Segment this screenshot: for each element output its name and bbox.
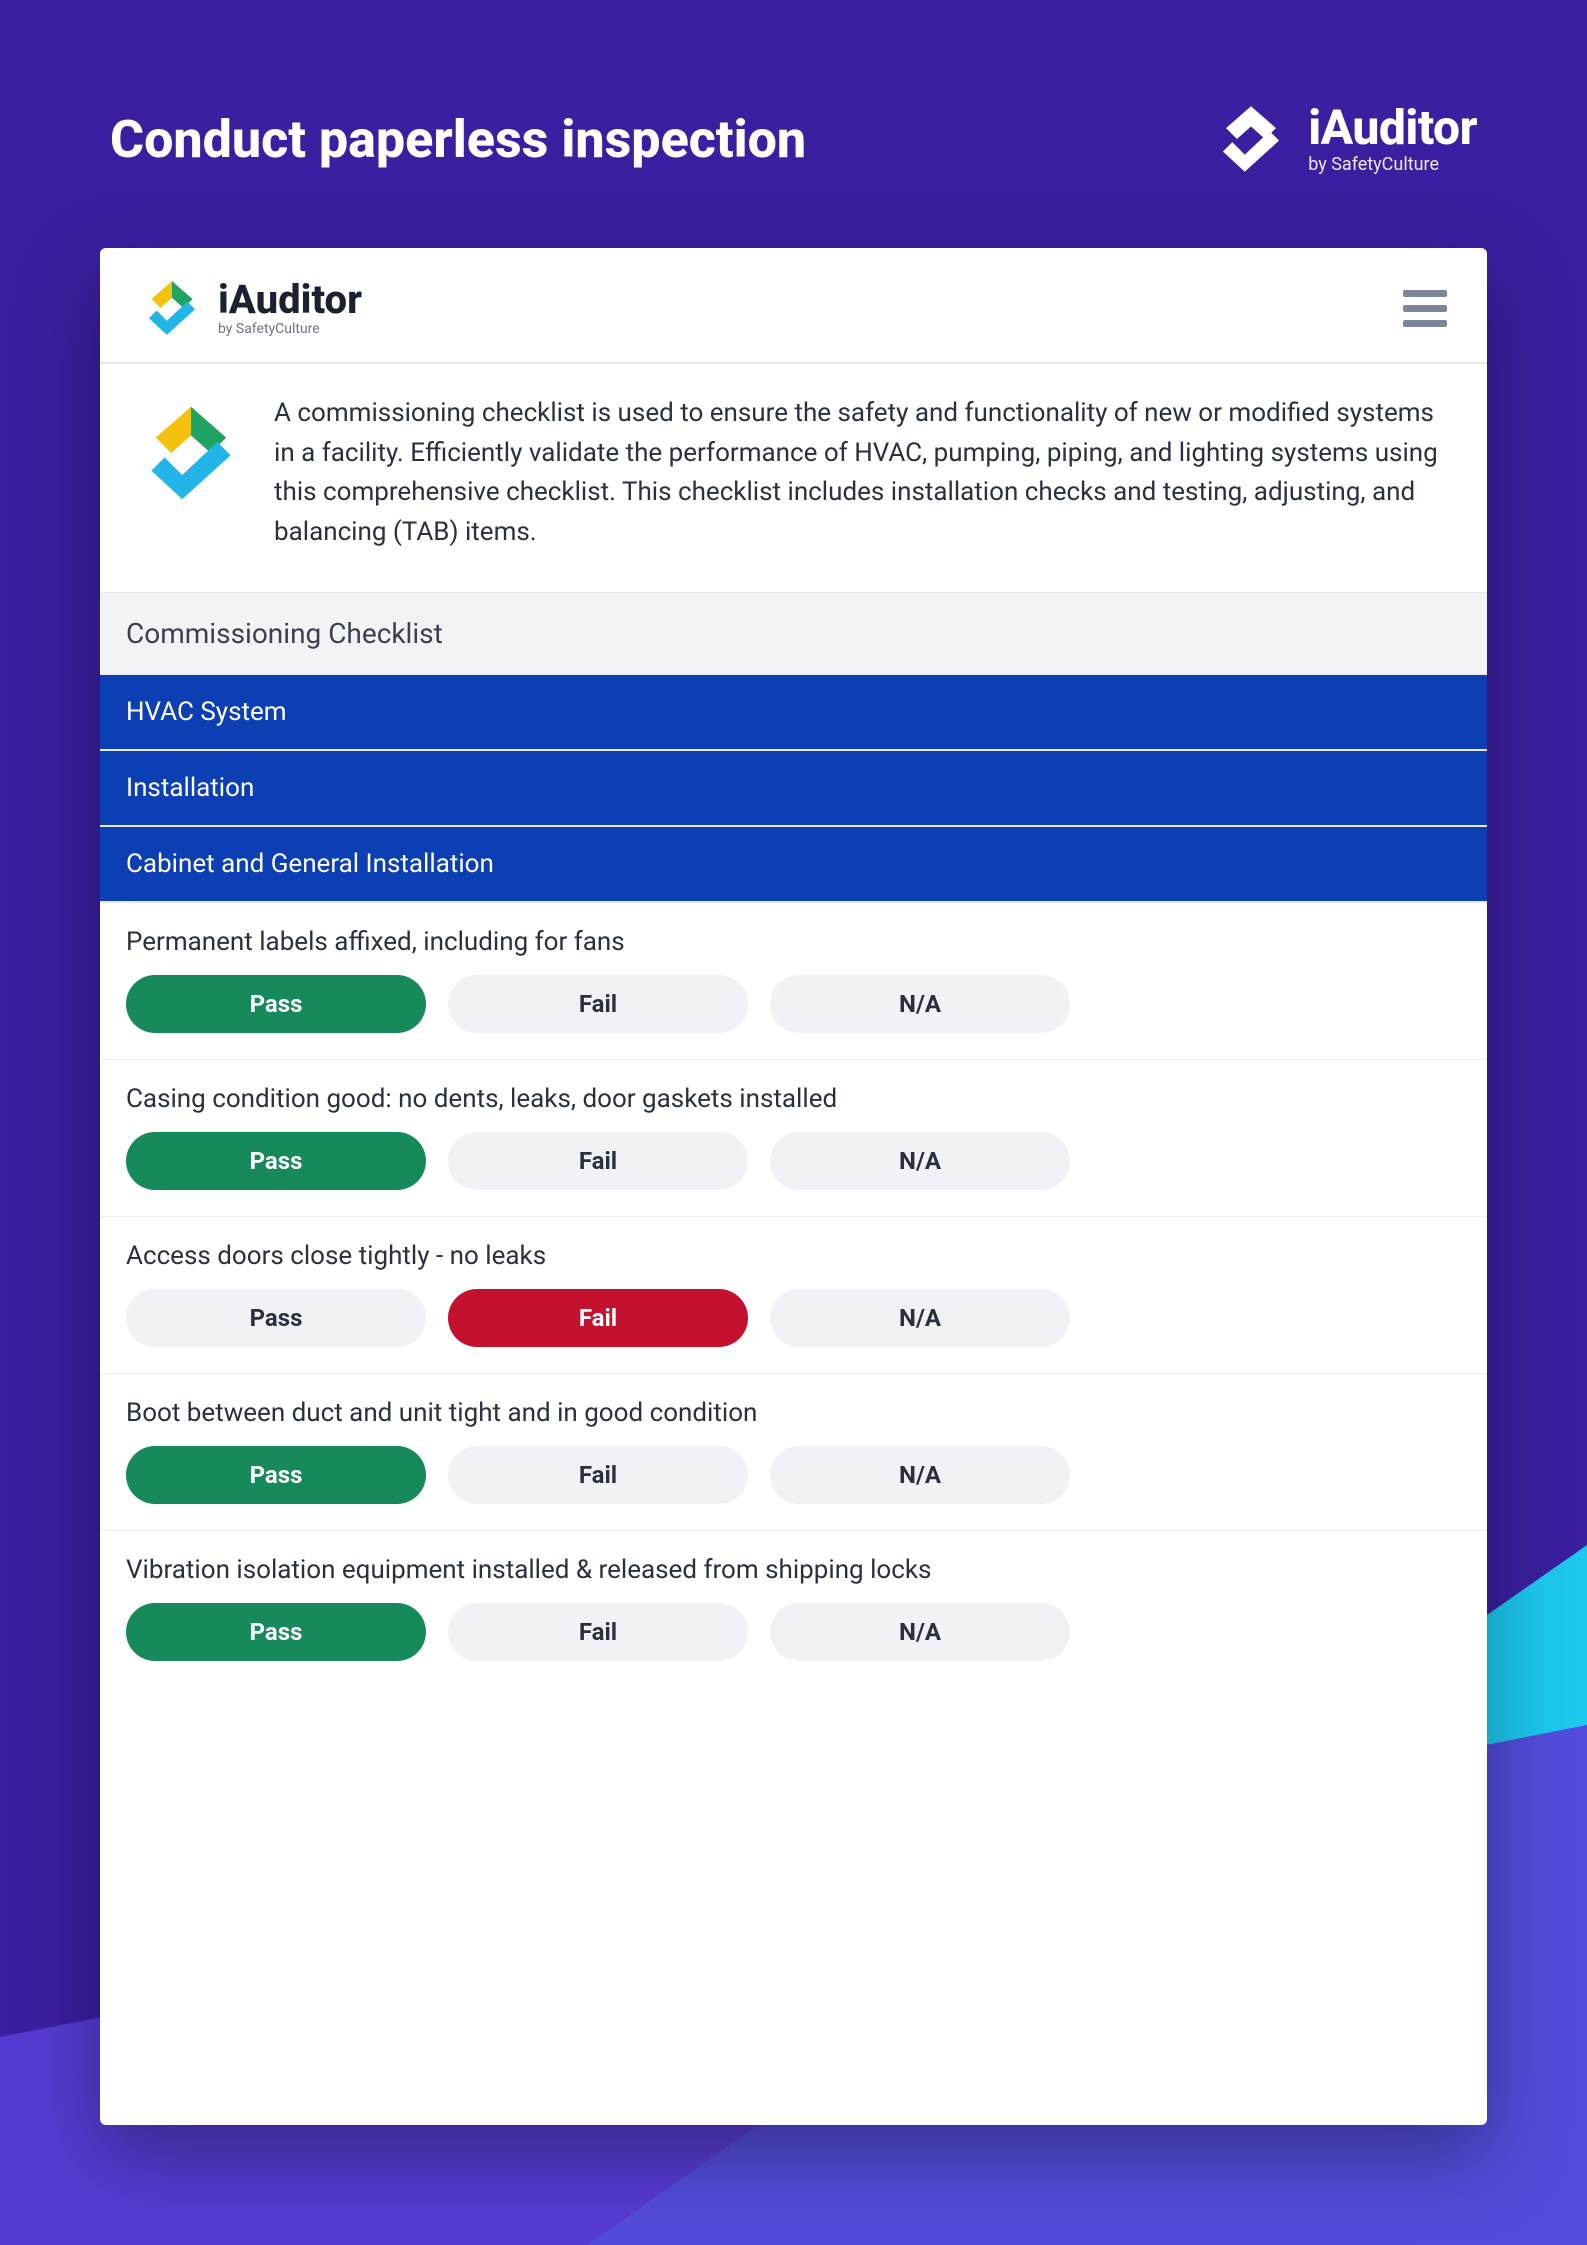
option-na[interactable]: N/A	[770, 975, 1070, 1033]
app-window: iAuditor by SafetyCulture A commissionin…	[100, 248, 1487, 2125]
iauditor-logo-color-icon	[140, 276, 204, 340]
option-group: Pass Fail N/A	[126, 1446, 1461, 1504]
checklist-question: Access doors close tightly - no leaks	[126, 1241, 1461, 1271]
option-na[interactable]: N/A	[770, 1289, 1070, 1347]
checklist-item: Vibration isolation equipment installed …	[100, 1530, 1487, 1687]
option-pass[interactable]: Pass	[126, 1603, 426, 1661]
checklist-question: Vibration isolation equipment installed …	[126, 1555, 1461, 1585]
checklist-question: Casing condition good: no dents, leaks, …	[126, 1084, 1461, 1114]
option-pass[interactable]: Pass	[126, 975, 426, 1033]
app-topbar: iAuditor by SafetyCulture	[100, 248, 1487, 364]
option-na[interactable]: N/A	[770, 1132, 1070, 1190]
option-group: Pass Fail N/A	[126, 1132, 1461, 1190]
checklist-question: Permanent labels affixed, including for …	[126, 927, 1461, 957]
checklist-question: Boot between duct and unit tight and in …	[126, 1398, 1461, 1428]
checklist-item: Casing condition good: no dents, leaks, …	[100, 1059, 1487, 1216]
section-title: Commissioning Checklist	[100, 592, 1487, 675]
option-pass[interactable]: Pass	[126, 1446, 426, 1504]
intro-text: A commissioning checklist is used to ens…	[274, 394, 1447, 552]
option-fail[interactable]: Fail	[448, 1289, 748, 1347]
checklist-item: Boot between duct and unit tight and in …	[100, 1373, 1487, 1530]
option-fail[interactable]: Fail	[448, 975, 748, 1033]
group-header-installation[interactable]: Installation	[100, 751, 1487, 827]
promo-brand-sub: by SafetyCulture	[1308, 156, 1477, 174]
group-header-cabinet[interactable]: Cabinet and General Installation	[100, 827, 1487, 903]
option-na[interactable]: N/A	[770, 1603, 1070, 1661]
option-na[interactable]: N/A	[770, 1446, 1070, 1504]
promo-brand-text: iAuditor by SafetyCulture	[1308, 104, 1477, 174]
page-container: Conduct paperless inspection iAuditor by…	[0, 0, 1587, 2245]
app-brand: iAuditor by SafetyCulture	[140, 276, 362, 340]
app-brand-text: iAuditor by SafetyCulture	[218, 280, 362, 336]
checklist-item: Permanent labels affixed, including for …	[100, 903, 1487, 1059]
option-group: Pass Fail N/A	[126, 1603, 1461, 1661]
option-fail[interactable]: Fail	[448, 1132, 748, 1190]
intro-logo-icon	[136, 394, 246, 512]
option-pass[interactable]: Pass	[126, 1132, 426, 1190]
option-group: Pass Fail N/A	[126, 1289, 1461, 1347]
app-brand-name: iAuditor	[218, 280, 362, 320]
iauditor-logo-icon	[1212, 100, 1290, 178]
option-fail[interactable]: Fail	[448, 1446, 748, 1504]
promo-title: Conduct paperless inspection	[110, 109, 806, 170]
menu-button[interactable]	[1403, 290, 1447, 327]
app-brand-sub: by SafetyCulture	[218, 322, 362, 336]
option-group: Pass Fail N/A	[126, 975, 1461, 1033]
intro-section: A commissioning checklist is used to ens…	[100, 364, 1487, 592]
hamburger-icon	[1403, 305, 1447, 312]
hamburger-icon	[1403, 320, 1447, 327]
checklist-item: Access doors close tightly - no leaks Pas…	[100, 1216, 1487, 1373]
promo-brand-name: iAuditor	[1308, 104, 1477, 152]
promo-brand: iAuditor by SafetyCulture	[1212, 100, 1477, 178]
option-fail[interactable]: Fail	[448, 1603, 748, 1661]
group-header-hvac[interactable]: HVAC System	[100, 675, 1487, 751]
checklist-items: Permanent labels affixed, including for …	[100, 903, 1487, 1687]
promo-header: Conduct paperless inspection iAuditor by…	[100, 100, 1487, 178]
option-pass[interactable]: Pass	[126, 1289, 426, 1347]
hamburger-icon	[1403, 290, 1447, 297]
